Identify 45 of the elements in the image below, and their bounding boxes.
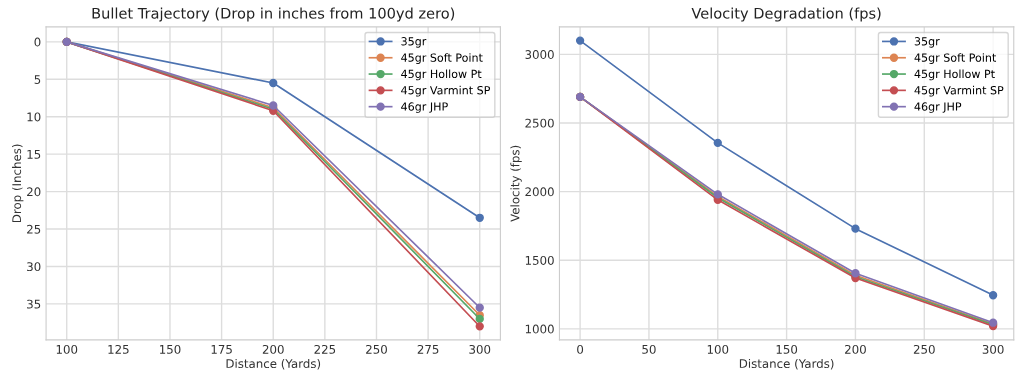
chart-title: Bullet Trajectory (Drop in inches from 100yd zero)	[92, 7, 455, 22]
x-tick-label: 150	[776, 344, 798, 354]
x-tick-label: 300	[982, 344, 1004, 354]
x-tick-label: 300	[469, 344, 491, 354]
y-tick-label: 0	[34, 37, 41, 47]
y-tick-label: 25	[27, 224, 41, 234]
x-tick-label: 0	[577, 344, 584, 354]
x-tick-label: 200	[262, 344, 284, 354]
y-tick-label: 1000	[525, 324, 554, 334]
x-tick-label: 125	[108, 344, 129, 354]
legend-label: 35gr	[914, 37, 940, 48]
y-tick-label: 35	[27, 299, 41, 309]
x-axis-title: Distance (Yards)	[739, 358, 834, 370]
y-axis-title: Drop (Inches)	[11, 144, 24, 223]
x-tick-label: 100	[56, 344, 78, 354]
y-tick-label: 5	[34, 75, 41, 84]
x-tick-label: 250	[366, 344, 387, 354]
x-tick-label: 200	[845, 344, 866, 354]
y-axis-title: Velocity (fps)	[510, 145, 522, 222]
legend-label: 45gr Hollow Pt	[401, 69, 482, 81]
y-tick-label: 3000	[525, 50, 554, 59]
chart-title: Velocity Degradation (fps)	[691, 7, 881, 22]
y-tick-label: 20	[27, 187, 41, 197]
y-tick-label: 1500	[525, 255, 554, 265]
y-tick-label: 2000	[525, 187, 554, 197]
legend-label: 45gr Hollow Pt	[914, 69, 995, 81]
legend-label: 46gr JHP	[914, 102, 962, 113]
legend-label: 46gr JHP	[401, 102, 448, 113]
legend-label: 45gr Varmint SP	[401, 85, 491, 97]
x-tick-label: 100	[707, 344, 729, 354]
legend-label: 45gr Soft Point	[401, 53, 483, 64]
x-tick-label: 175	[211, 345, 232, 354]
x-tick-label: 225	[314, 344, 336, 354]
y-tick-label: 2500	[525, 118, 554, 128]
y-tick-label: 15	[27, 150, 41, 159]
x-tick-label: 250	[913, 344, 935, 354]
y-tick-label: 30	[27, 262, 41, 272]
x-tick-label: 50	[642, 344, 656, 354]
legend-label: 45gr Varmint SP	[914, 85, 1004, 97]
x-axis-title: Distance (Yards)	[226, 358, 321, 370]
y-tick-label: 10	[27, 112, 41, 122]
x-tick-label: 275	[417, 344, 439, 354]
x-tick-label: 150	[160, 344, 181, 354]
legend-label: 35gr	[401, 37, 427, 48]
legend-label: 45gr Soft Point	[914, 53, 997, 64]
